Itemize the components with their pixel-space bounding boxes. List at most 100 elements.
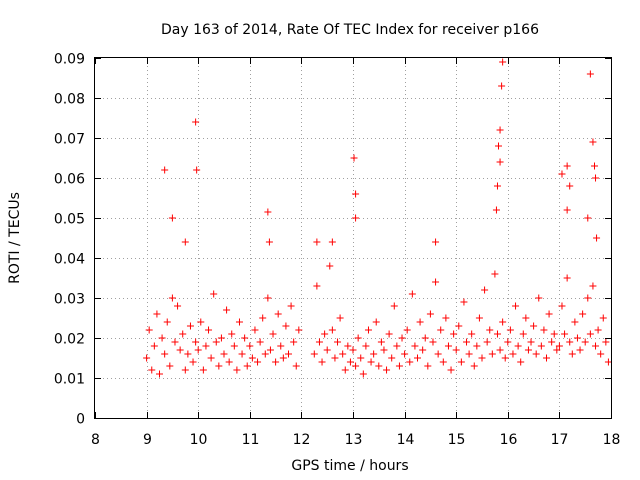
data-point bbox=[419, 346, 427, 354]
data-point bbox=[248, 354, 256, 362]
data-point bbox=[163, 318, 171, 326]
grid-lines bbox=[95, 58, 611, 418]
data-point bbox=[543, 354, 550, 362]
data-point bbox=[364, 326, 372, 334]
data-point bbox=[233, 366, 241, 374]
data-point bbox=[530, 322, 538, 330]
y-tick-label: 0.03 bbox=[54, 292, 85, 308]
data-point bbox=[377, 338, 385, 346]
data-point bbox=[540, 326, 548, 334]
data-point bbox=[512, 302, 520, 310]
data-point bbox=[352, 190, 360, 198]
x-tick-label: 14 bbox=[397, 432, 415, 448]
data-point bbox=[341, 366, 349, 374]
data-point bbox=[398, 334, 406, 342]
data-point bbox=[243, 362, 251, 370]
data-point bbox=[496, 346, 504, 354]
data-point bbox=[383, 366, 391, 374]
data-point bbox=[323, 346, 331, 354]
data-point bbox=[444, 342, 452, 350]
data-point bbox=[395, 362, 403, 370]
data-point bbox=[238, 350, 246, 358]
data-point bbox=[590, 162, 598, 170]
data-point bbox=[350, 154, 358, 162]
data-point bbox=[194, 346, 202, 354]
axis-ticks: 8 9 10 11 12 13 14 15 16 17 18 0 0.01 0.02 0.03 0.04 0.0… bbox=[54, 52, 621, 449]
x-tick-label: 10 bbox=[190, 432, 208, 448]
data-point bbox=[589, 282, 597, 290]
y-tick-label: 0.06 bbox=[54, 172, 85, 188]
data-point bbox=[434, 350, 442, 358]
data-point bbox=[158, 334, 166, 342]
data-point bbox=[558, 170, 566, 178]
data-point bbox=[408, 290, 416, 298]
data-point bbox=[186, 322, 194, 330]
data-point bbox=[493, 330, 501, 338]
data-point bbox=[504, 338, 512, 346]
data-point bbox=[579, 310, 587, 318]
x-tick-label: 11 bbox=[242, 432, 260, 448]
data-point bbox=[176, 346, 184, 354]
data-point bbox=[495, 142, 503, 150]
data-point bbox=[215, 362, 223, 370]
data-point bbox=[156, 370, 163, 378]
data-point bbox=[592, 174, 600, 182]
chart-title: Day 163 of 2014, Rate Of TEC Index for r… bbox=[161, 22, 539, 38]
data-point bbox=[561, 330, 569, 338]
data-point bbox=[563, 162, 571, 170]
data-point bbox=[357, 354, 365, 362]
x-tick-label: 16 bbox=[500, 432, 518, 448]
data-point bbox=[460, 298, 468, 306]
data-point bbox=[568, 350, 576, 358]
data-point bbox=[519, 330, 527, 338]
data-point bbox=[328, 326, 336, 334]
data-point bbox=[256, 338, 264, 346]
data-point bbox=[496, 158, 504, 166]
x-tick-label: 8 bbox=[91, 432, 100, 448]
data-point bbox=[161, 350, 169, 358]
data-point bbox=[205, 326, 213, 334]
data-point bbox=[532, 350, 540, 358]
data-point bbox=[184, 350, 192, 358]
data-point bbox=[416, 318, 424, 326]
data-point bbox=[192, 118, 200, 126]
data-point bbox=[439, 358, 447, 366]
data-point bbox=[388, 354, 396, 362]
data-point bbox=[421, 334, 429, 342]
data-point bbox=[447, 366, 455, 374]
data-point bbox=[385, 330, 393, 338]
data-point bbox=[150, 342, 158, 350]
data-point bbox=[264, 208, 272, 216]
data-point bbox=[493, 182, 501, 190]
data-point bbox=[571, 318, 579, 326]
data-point bbox=[212, 338, 220, 346]
data-point bbox=[161, 166, 169, 174]
data-point bbox=[594, 326, 602, 334]
data-point bbox=[246, 342, 254, 350]
data-point bbox=[331, 354, 339, 362]
data-point bbox=[455, 322, 463, 330]
data-point bbox=[509, 350, 517, 358]
data-point bbox=[310, 350, 318, 358]
data-point bbox=[586, 70, 594, 78]
data-point bbox=[179, 330, 187, 338]
y-axis-label: ROTI / TECUs bbox=[7, 192, 23, 284]
data-point bbox=[478, 354, 486, 362]
data-point bbox=[202, 342, 210, 350]
data-point bbox=[285, 350, 292, 358]
data-point bbox=[483, 338, 491, 346]
data-point bbox=[527, 338, 535, 346]
x-tick-label: 12 bbox=[293, 432, 311, 448]
data-point bbox=[555, 342, 563, 350]
data-point bbox=[199, 366, 207, 374]
data-point bbox=[468, 330, 476, 338]
data-point bbox=[452, 346, 460, 354]
data-point bbox=[586, 330, 594, 338]
data-point bbox=[230, 342, 238, 350]
x-tick-label: 15 bbox=[448, 432, 466, 448]
data-point bbox=[566, 182, 574, 190]
y-tick-label: 0.04 bbox=[54, 252, 85, 268]
data-point bbox=[193, 166, 201, 174]
data-point bbox=[168, 214, 176, 222]
data-point bbox=[473, 342, 481, 350]
